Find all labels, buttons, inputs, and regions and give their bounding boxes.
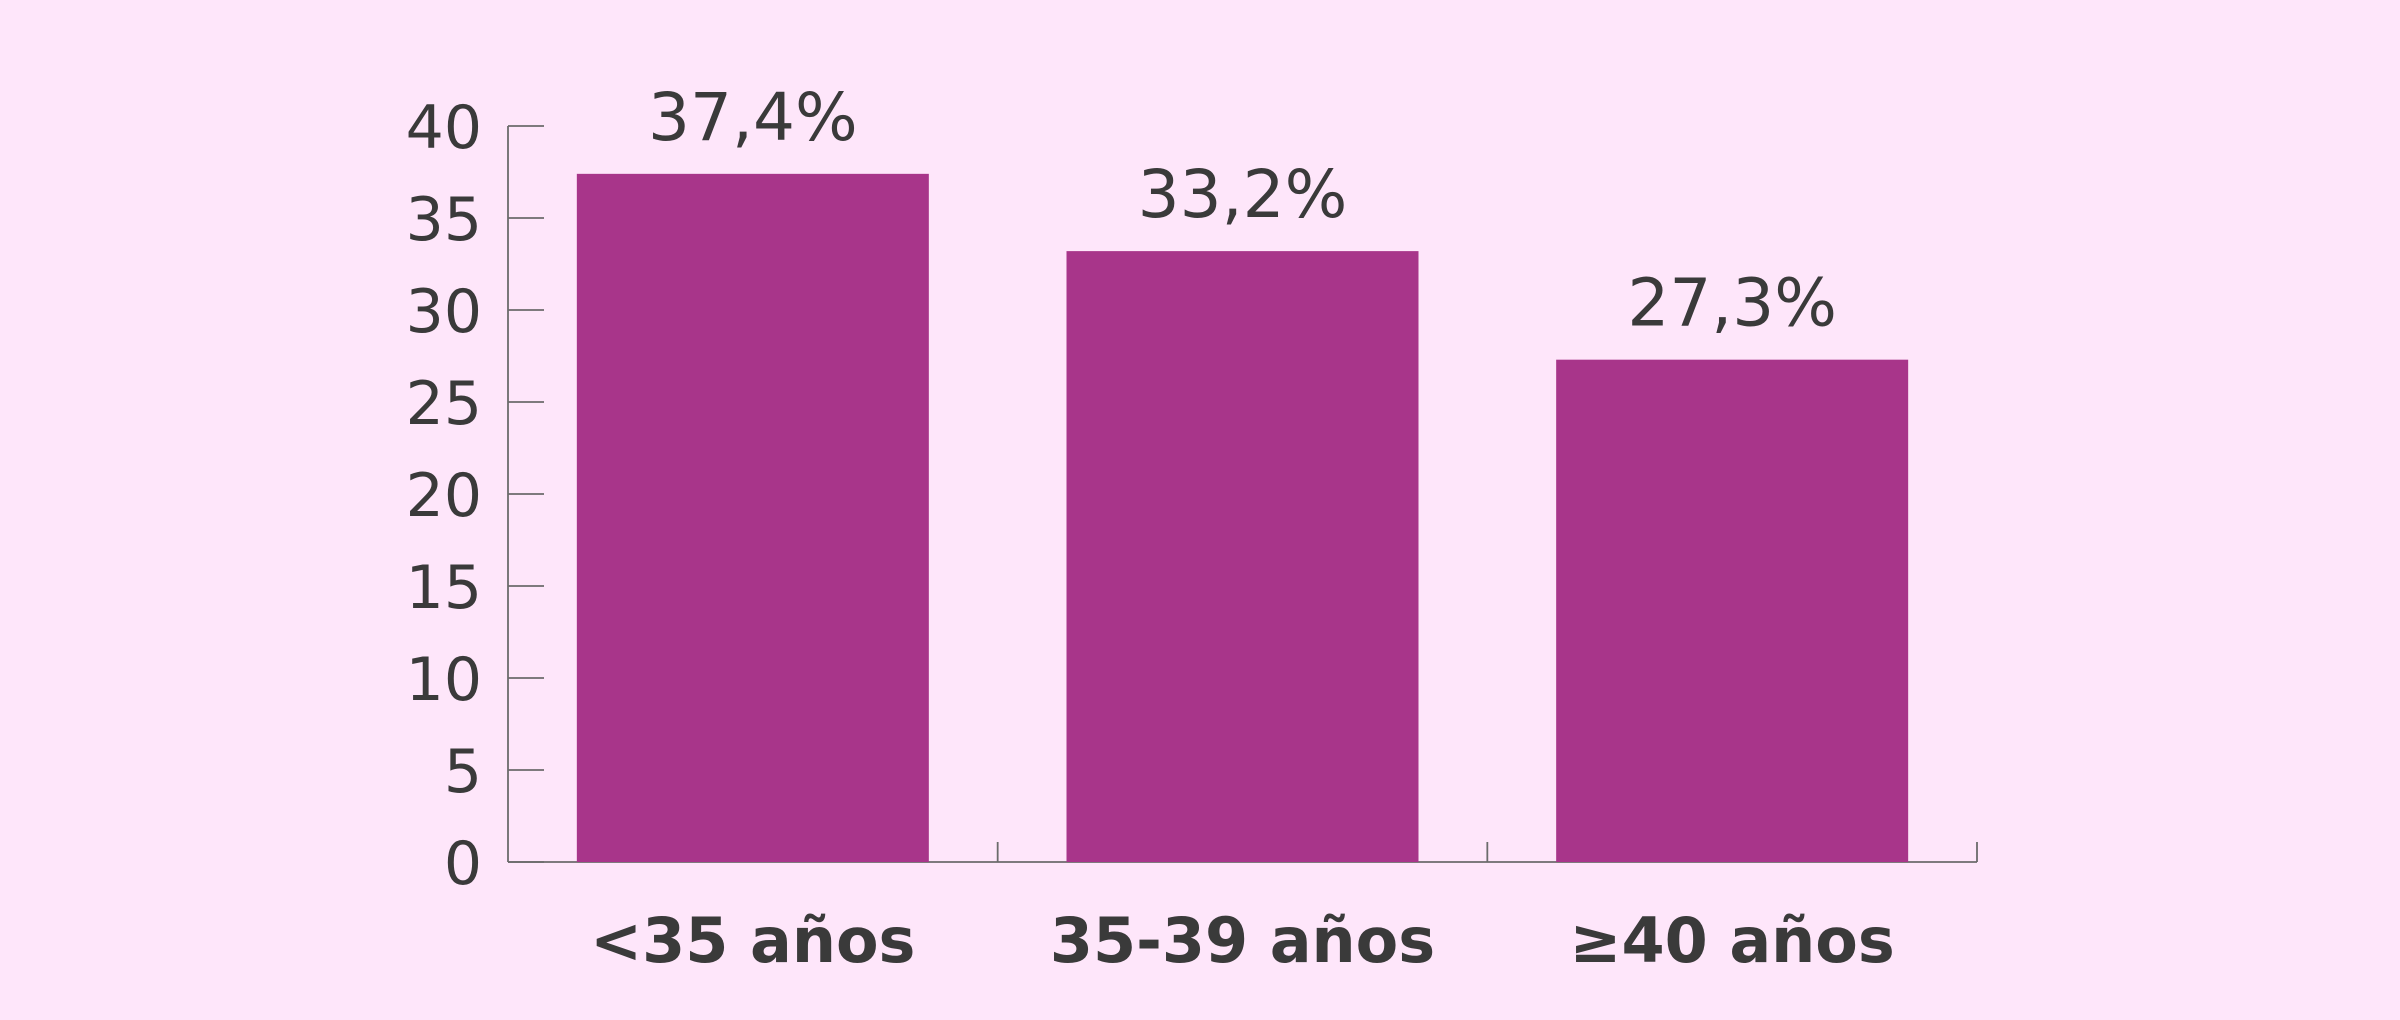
x-tick-label: <35 años — [590, 904, 915, 977]
x-tick-labels: <35 años 35-39 años ≥40 años — [590, 904, 1895, 977]
y-tick-label: 5 — [444, 737, 482, 807]
y-tick-label: 25 — [406, 369, 482, 439]
data-labels: 37,4% 33,2% 27,3% — [648, 79, 1837, 342]
data-label: 27,3% — [1627, 265, 1837, 342]
data-label: 33,2% — [1138, 156, 1348, 233]
y-tick-label: 40 — [406, 93, 482, 163]
bar — [576, 173, 929, 863]
y-tick-label: 0 — [444, 829, 482, 899]
y-axis: 0 5 10 15 20 25 30 35 40 — [406, 93, 544, 899]
y-tick-label: 20 — [406, 461, 482, 531]
y-tick-label: 10 — [406, 645, 482, 715]
y-tick-label: 30 — [406, 277, 482, 347]
y-tick-label: 15 — [406, 553, 482, 623]
bar — [1066, 251, 1419, 862]
bar — [1556, 359, 1909, 862]
bars — [576, 173, 1909, 863]
y-tick-label: 35 — [406, 185, 482, 255]
x-tick-label: ≥40 años — [1570, 904, 1895, 977]
x-tick-label: 35-39 años — [1050, 904, 1435, 977]
data-label: 37,4% — [648, 79, 858, 156]
